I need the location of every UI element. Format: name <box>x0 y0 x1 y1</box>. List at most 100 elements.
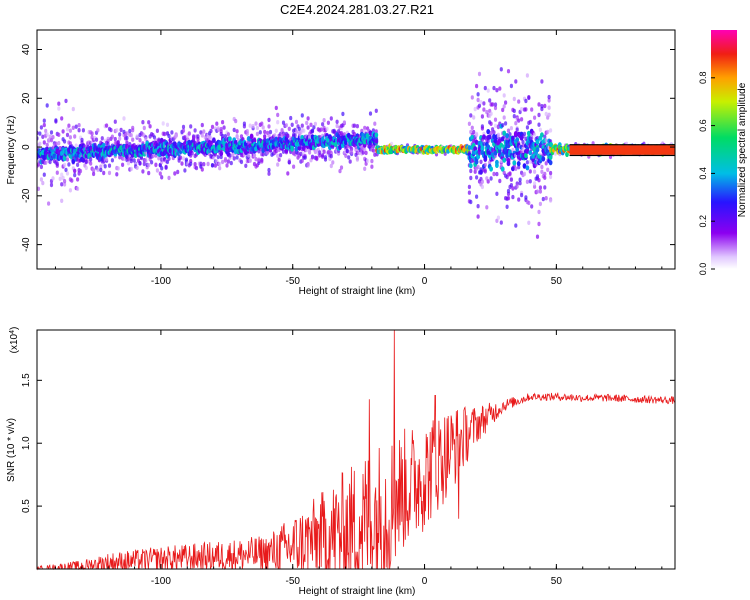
heatmap-cell <box>496 215 500 220</box>
heatmap-band <box>569 145 675 155</box>
heatmap-cell <box>469 113 473 118</box>
heatmap-cell <box>493 150 498 156</box>
heatmap-cell <box>493 117 498 122</box>
heatmap-cell <box>520 117 524 122</box>
heatmap-cell <box>231 152 235 158</box>
heatmap-cell <box>76 177 80 182</box>
heatmap-cell <box>474 139 479 145</box>
heatmap-cell <box>276 153 280 158</box>
heatmap-cell <box>96 167 100 172</box>
heatmap-cell <box>537 221 541 227</box>
heatmap-cell <box>352 132 357 137</box>
heatmap-cell <box>528 169 532 174</box>
heatmap-cell <box>276 162 280 167</box>
heatmap-cell <box>482 101 486 106</box>
heatmap-cell <box>261 125 265 130</box>
heatmap-cell <box>470 95 474 100</box>
heatmap-cell <box>508 171 512 176</box>
heatmap-cell <box>472 129 476 135</box>
heatmap-cell <box>223 133 228 139</box>
heatmap-cell <box>277 157 281 162</box>
heatmap-cell <box>292 164 296 169</box>
heatmap-cell <box>84 165 88 171</box>
heatmap-cell <box>543 185 547 190</box>
heatmap-cell <box>469 129 473 135</box>
heatmap-cell <box>512 114 516 119</box>
heatmap-cell <box>228 136 232 142</box>
heatmap-cell <box>541 196 545 202</box>
heatmap-cell <box>131 137 135 142</box>
heatmap-cell <box>274 128 278 133</box>
heatmap-band-edge <box>569 144 675 146</box>
heatmap-cell <box>118 136 122 141</box>
heatmap-cell <box>489 166 493 172</box>
heatmap-cell <box>258 130 262 135</box>
heatmap-cell <box>509 126 513 131</box>
heatmap-cell <box>535 189 540 194</box>
heatmap-cell <box>48 159 52 165</box>
heatmap-cell <box>65 127 70 132</box>
snr-x-axis: -100 -50 0 50 <box>54 330 663 587</box>
heatmap-cell <box>514 166 518 171</box>
figure-title: C2E4.2024.281.03.27.R21 <box>280 2 434 17</box>
heatmap-cell <box>57 141 61 146</box>
heatmap-cell <box>517 165 521 170</box>
heatmap-cell <box>522 131 527 137</box>
heatmap-cell <box>527 200 531 206</box>
heatmap-cell <box>63 139 67 144</box>
heatmap-cell <box>287 126 291 131</box>
heatmap-cell <box>502 104 506 109</box>
heatmap-cell <box>491 102 495 107</box>
snr-y-axis: 0.5 1.0 1.5 <box>21 373 675 513</box>
heatmap-cell <box>141 169 145 174</box>
x-tick-label: 0 <box>422 576 428 587</box>
heatmap-cell <box>67 162 71 167</box>
heatmap-cell <box>280 127 284 133</box>
heatmap-cell <box>338 168 342 174</box>
heatmap-cell <box>183 135 187 140</box>
heatmap-cell <box>223 156 228 162</box>
heatmap-cell <box>99 167 103 173</box>
heatmap-cell <box>300 113 304 118</box>
heatmap-cell <box>247 153 251 158</box>
heatmap-cell <box>242 121 246 126</box>
heatmap-cell <box>235 129 239 134</box>
heatmap-cell <box>297 126 301 132</box>
heatmap-cell <box>477 103 482 109</box>
heatmap-cell <box>189 161 193 166</box>
heatmap-cell <box>64 98 68 104</box>
heatmap-cell <box>110 158 114 163</box>
heatmap-cell <box>294 119 299 125</box>
heatmap-cell <box>37 162 41 167</box>
heatmap-cell <box>514 121 518 126</box>
heatmap-cell <box>58 146 62 151</box>
heatmap-cell <box>335 119 339 125</box>
colorbar-tick-label: 0.4 <box>698 167 708 180</box>
heatmap-cell <box>528 179 532 184</box>
heatmap-cell <box>493 123 498 128</box>
heatmap-cell <box>77 123 81 128</box>
y-tick-label: 40 <box>21 44 32 56</box>
heatmap-cell <box>390 141 394 147</box>
heatmap-cell <box>499 67 503 72</box>
heatmap-cell <box>49 130 54 135</box>
heatmap-cell <box>41 134 45 139</box>
heatmap-cell <box>488 98 492 103</box>
heatmap-cell <box>495 218 499 223</box>
y-tick-label: 1.5 <box>21 373 32 387</box>
heatmap-cell <box>138 160 142 166</box>
heatmap-cell <box>515 137 520 143</box>
heatmap-cell <box>266 150 270 155</box>
heatmap-cell <box>115 128 119 133</box>
heatmap-cell <box>329 163 333 169</box>
heatmap-cell <box>41 180 45 186</box>
heatmap-cell <box>193 128 197 133</box>
heatmap-cell <box>520 192 524 198</box>
heatmap-cell <box>483 162 487 167</box>
heatmap-cell <box>235 133 239 139</box>
heatmap-cell <box>498 178 502 184</box>
heatmap-cell <box>371 128 375 133</box>
snr-panel: -100 -50 0 50 0.5 1.0 1.5 Height of straight … <box>6 327 676 597</box>
heatmap-cell <box>514 79 518 84</box>
